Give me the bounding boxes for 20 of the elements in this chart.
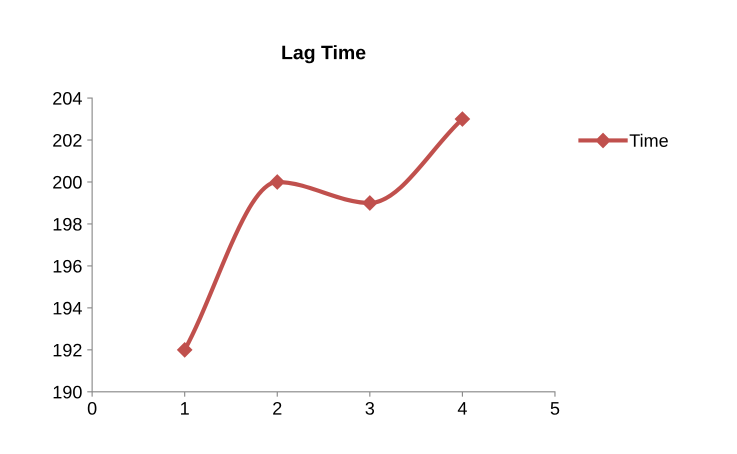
y-tick-label: 200 <box>53 176 82 189</box>
point <box>454 111 470 127</box>
x-tick-label: 2 <box>273 402 282 415</box>
point <box>362 195 378 211</box>
point <box>177 342 192 358</box>
y-tick-label: 190 <box>54 386 82 399</box>
y-tick-label: 202 <box>53 134 82 147</box>
y-tick-label: 204 <box>53 92 82 105</box>
legend-label: Time <box>630 134 668 147</box>
y-tick-label: 194 <box>54 302 82 315</box>
y-tick-label: 192 <box>54 344 82 357</box>
x-tick-label: 1 <box>181 402 189 415</box>
x-tick-label: 0 <box>88 402 96 415</box>
point <box>270 174 285 190</box>
x-tick-label: 4 <box>458 402 467 415</box>
y-tick-label: 198 <box>54 218 82 231</box>
x-tick-label: 3 <box>365 402 374 415</box>
y-tick-label: 196 <box>54 260 82 273</box>
x-tick-label: 5 <box>550 402 560 415</box>
chart-title: Lag Time <box>282 45 366 64</box>
